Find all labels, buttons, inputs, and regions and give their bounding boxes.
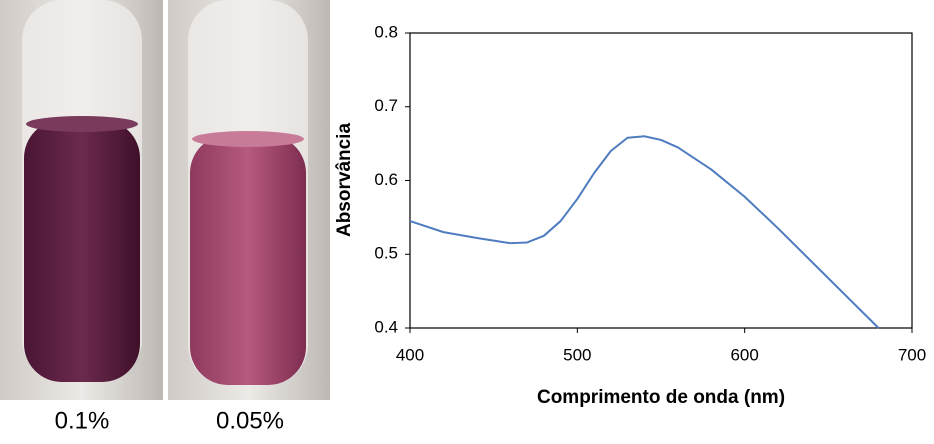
photo-right	[168, 0, 330, 400]
figure: 0.1% 0.05% Comprimento de onda (nm) Abso…	[0, 0, 934, 439]
x-tick-label: 400	[396, 345, 424, 364]
y-tick-label: 0.5	[374, 244, 398, 263]
x-tick-label: 600	[730, 345, 758, 364]
x-tick-label: 700	[898, 345, 926, 364]
photo-left	[0, 0, 163, 400]
x-axis-label: Comprimento de onda (nm)	[537, 387, 785, 408]
y-axis-label: Absorvância	[334, 123, 355, 237]
photo-label: 0.1%	[55, 407, 110, 434]
y-tick-label: 0.7	[374, 96, 398, 115]
x-tick-label: 500	[563, 345, 591, 364]
y-tick-label: 0.4	[374, 317, 398, 336]
y-tick-label: 0.6	[374, 170, 398, 189]
y-tick-label: 0.8	[374, 22, 398, 41]
plot-frame	[410, 33, 912, 328]
spectrum-line	[410, 136, 879, 328]
photo-label: 0.05%	[216, 407, 284, 434]
